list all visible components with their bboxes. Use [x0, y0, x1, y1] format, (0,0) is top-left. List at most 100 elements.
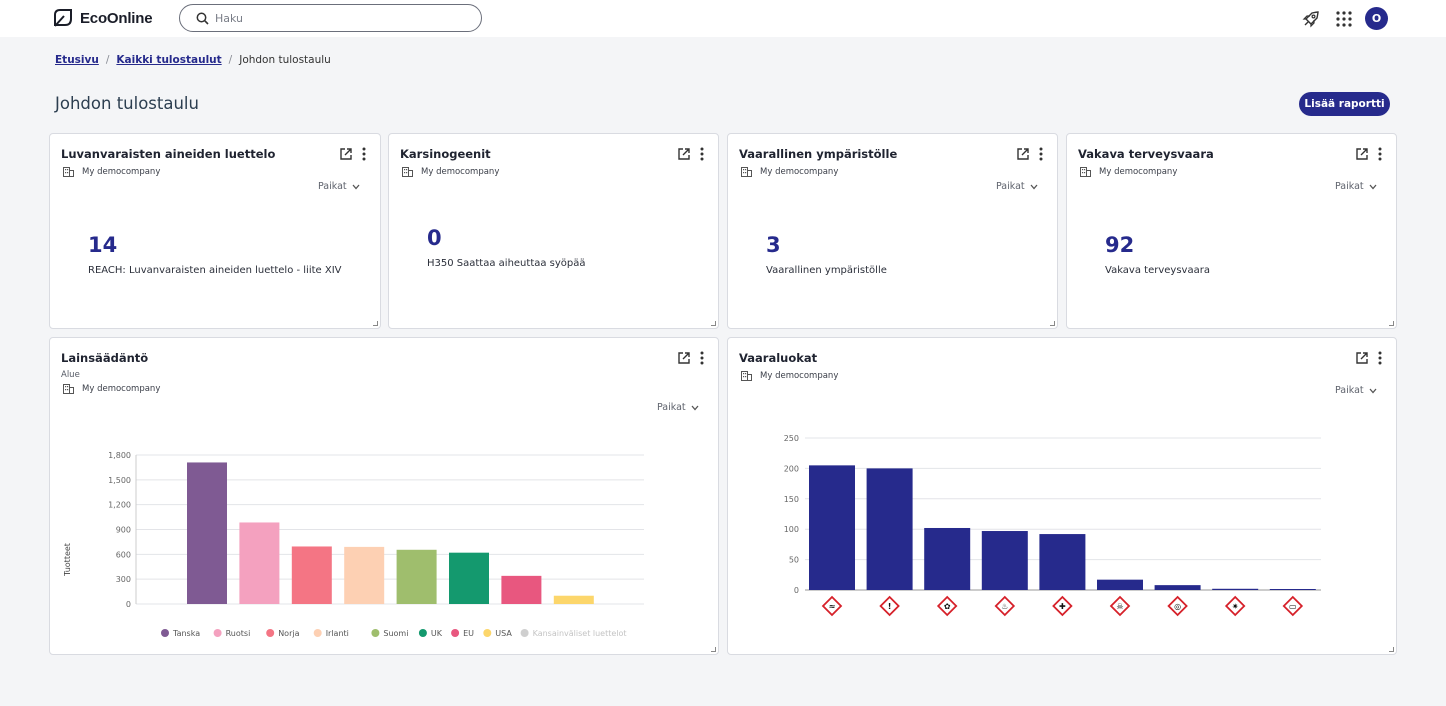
bar-usa[interactable] — [553, 595, 594, 604]
places-dropdown[interactable]: Paikat — [1335, 181, 1377, 192]
legislation-chart-card: Lainsäädäntö Alue My democompany Paikat … — [49, 337, 719, 655]
bar-norja[interactable] — [291, 546, 332, 604]
more-options-icon[interactable] — [700, 147, 704, 161]
company-label: My democompany — [402, 167, 499, 177]
card-actions — [677, 147, 704, 161]
oxidizer-icon: ◎ — [1167, 595, 1188, 617]
company-name: My democompany — [82, 167, 161, 177]
bar-tanska[interactable] — [187, 462, 227, 604]
legend-item[interactable]: Tanska — [161, 629, 200, 638]
legend-label: Ruotsi — [226, 629, 251, 638]
card-subtitle: Alue — [61, 370, 80, 380]
breadcrumb-all-dashboards-link[interactable]: Kaikki tulostaulut — [116, 54, 222, 66]
legend-item[interactable]: Irlanti — [313, 629, 349, 638]
breadcrumb-separator: / — [105, 54, 110, 66]
bar-ruotsi[interactable] — [239, 522, 280, 604]
open-external-icon[interactable] — [677, 147, 691, 161]
rocket-icon[interactable] — [1301, 9, 1321, 29]
search-box[interactable] — [179, 4, 482, 32]
breadcrumb: Etusivu / Kaikki tulostaulut / Johdon tu… — [55, 54, 331, 66]
legend-item[interactable]: Kansainväliset luettelot — [520, 629, 627, 638]
bar-irlanti[interactable] — [344, 546, 385, 604]
skull-icon: ☠ — [1109, 595, 1131, 617]
more-options-icon[interactable] — [1378, 351, 1382, 365]
environment-icon: ✿ — [936, 595, 958, 617]
kpi-value[interactable]: 0 — [427, 226, 442, 250]
legend-swatch — [266, 629, 275, 637]
user-avatar[interactable]: O — [1365, 7, 1388, 30]
open-external-icon[interactable] — [1016, 147, 1030, 161]
bar-ghs09[interactable] — [924, 527, 971, 590]
legend-item[interactable]: EU — [451, 629, 474, 638]
kpi-value[interactable]: 14 — [88, 233, 118, 257]
places-dropdown[interactable]: Paikat — [1335, 385, 1377, 396]
open-external-icon[interactable] — [339, 147, 353, 161]
svg-text:✚: ✚ — [1059, 602, 1066, 611]
bar-ghs06[interactable] — [1097, 579, 1143, 590]
resize-handle[interactable] — [1050, 321, 1055, 326]
resize-handle[interactable] — [711, 647, 716, 652]
more-options-icon[interactable] — [1039, 147, 1043, 161]
card-title: Luvanvaraisten aineiden luettelo — [61, 147, 276, 161]
corrosion-icon: ≈ — [821, 595, 843, 617]
legend-item[interactable]: Suomi — [371, 629, 408, 638]
kpi-value[interactable]: 3 — [766, 233, 781, 257]
chevron-down-icon — [1369, 388, 1377, 393]
y-tick-label: 100 — [784, 525, 799, 534]
bar-ghs08[interactable] — [1039, 534, 1086, 590]
more-options-icon[interactable] — [1378, 147, 1382, 161]
card-actions — [1355, 351, 1382, 365]
search-input[interactable] — [215, 11, 455, 25]
legend-item[interactable]: UK — [418, 629, 443, 638]
legend-swatch — [313, 629, 322, 637]
legend-swatch — [520, 629, 529, 637]
brand[interactable]: EcoOnline — [52, 7, 153, 29]
legend-swatch — [161, 629, 169, 637]
kpi-label: REACH: Luvanvaraisten aineiden luettelo … — [88, 265, 342, 276]
bar-ghs05[interactable] — [809, 465, 855, 590]
add-report-button[interactable]: Lisää raportti — [1299, 92, 1390, 116]
y-tick-label: 1,200 — [108, 501, 131, 510]
bar-ghs02[interactable] — [981, 531, 1028, 590]
legend-item[interactable]: USA — [483, 629, 512, 638]
kpi-value[interactable]: 92 — [1105, 233, 1135, 257]
bar-ghs01[interactable] — [1212, 588, 1259, 590]
bar-ghs04[interactable] — [1269, 589, 1316, 590]
y-tick-label: 50 — [789, 556, 799, 565]
legend-swatch — [418, 629, 427, 637]
places-label: Paikat — [1335, 181, 1364, 192]
bar-suomi[interactable] — [396, 549, 437, 604]
apps-grid-icon[interactable] — [1334, 9, 1354, 29]
resize-handle[interactable] — [373, 321, 378, 326]
legend-item[interactable]: Norja — [266, 629, 300, 638]
exclamation-icon: ! — [879, 595, 900, 617]
places-label: Paikat — [1335, 385, 1364, 396]
hazard-classes-chart-card: Vaaraluokat My democompany Paikat 0 50 100… — [727, 337, 1397, 655]
places-dropdown[interactable]: Paikat — [318, 181, 360, 192]
company-name: My democompany — [1099, 167, 1178, 177]
resize-handle[interactable] — [1389, 647, 1394, 652]
legend-label: Norja — [278, 629, 299, 638]
bar-ghs03[interactable] — [1154, 585, 1201, 590]
resize-handle[interactable] — [711, 321, 716, 326]
bar-ghs07[interactable] — [866, 468, 913, 590]
legend-swatch — [371, 629, 380, 637]
breadcrumb-home-link[interactable]: Etusivu — [55, 54, 99, 66]
more-options-icon[interactable] — [362, 147, 366, 161]
breadcrumb-separator: / — [228, 54, 233, 66]
resize-handle[interactable] — [1389, 321, 1394, 326]
card-actions — [677, 351, 704, 365]
bar-uk[interactable] — [449, 552, 489, 604]
card-title: Vaarallinen ympäristölle — [739, 147, 898, 161]
places-dropdown[interactable]: Paikat — [996, 181, 1038, 192]
bar-eu[interactable] — [501, 575, 542, 604]
chevron-down-icon — [1369, 184, 1377, 189]
open-external-icon[interactable] — [1355, 147, 1369, 161]
more-options-icon[interactable] — [700, 351, 704, 365]
open-external-icon[interactable] — [677, 351, 691, 365]
y-tick-label: 250 — [784, 434, 799, 443]
legend-item[interactable]: Ruotsi — [213, 629, 251, 638]
open-external-icon[interactable] — [1355, 351, 1369, 365]
places-dropdown[interactable]: Paikat — [657, 402, 699, 413]
chevron-down-icon — [691, 405, 699, 410]
